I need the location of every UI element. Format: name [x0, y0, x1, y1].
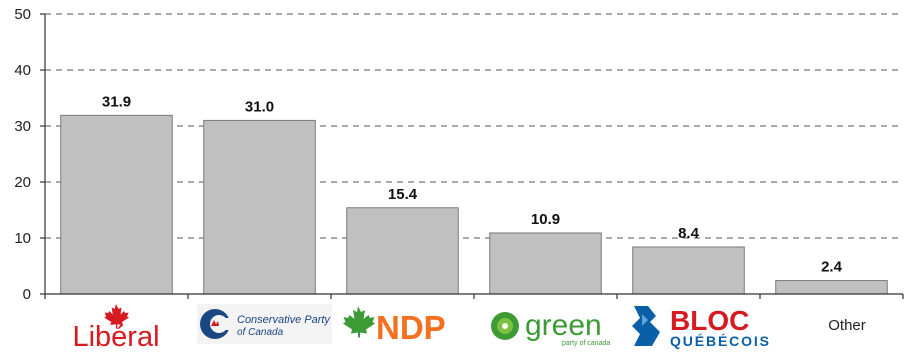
data-label: 31.9 [102, 93, 131, 110]
green-logo: green party of canada [491, 309, 610, 347]
maple-leaf-icon [343, 306, 375, 338]
y-tick-label: 0 [23, 286, 31, 303]
data-label: 2.4 [821, 259, 843, 276]
ndp-logo: NDP [343, 306, 446, 346]
data-label: 31.0 [245, 98, 274, 115]
green-logo-subtext: party of canada [562, 340, 610, 347]
bar [346, 207, 459, 295]
liberal-logo-text: Libéral [72, 321, 159, 352]
liberal-logo: Libéral [72, 304, 160, 352]
bloc-logo-line2: QUÉBÉCOIS [670, 333, 769, 349]
gridlines [45, 13, 903, 239]
bar [489, 232, 602, 295]
other-category-label: Other [828, 317, 866, 334]
bloc-logo-line1: BLOC [670, 305, 749, 336]
y-tick-label: 40 [14, 62, 31, 79]
conservative-logo-line1: Conservative Party [237, 314, 331, 326]
data-label: 10.9 [531, 211, 560, 228]
data-labels: 31.9 31.0 15.4 10.9 8.4 2.4 [102, 93, 843, 275]
bar [775, 280, 888, 295]
green-logo-text: green [525, 309, 602, 342]
conservative-c-icon [200, 309, 233, 339]
bar [60, 114, 173, 295]
x-axis-ticks [44, 294, 904, 299]
y-tick-label: 30 [14, 118, 31, 135]
bars [60, 114, 888, 295]
y-axis-ticks: 0 10 20 30 40 50 [14, 6, 45, 303]
maple-leaf-icon [104, 304, 129, 329]
y-tick-label: 50 [14, 6, 31, 23]
bloc-emblem-icon [632, 306, 660, 346]
data-label: 8.4 [678, 225, 700, 242]
ndp-logo-text: NDP [376, 309, 446, 346]
y-tick-label: 10 [14, 230, 31, 247]
y-tick-label: 20 [14, 174, 31, 191]
conservative-logo: Conservative Party of Canada [197, 304, 332, 344]
bar [203, 119, 316, 295]
data-label: 15.4 [388, 186, 418, 203]
bloc-logo: BLOC QUÉBÉCOIS [632, 305, 769, 349]
green-flower-icon [491, 312, 519, 340]
bar [632, 246, 745, 295]
conservative-logo-line2: of Canada [237, 327, 284, 338]
